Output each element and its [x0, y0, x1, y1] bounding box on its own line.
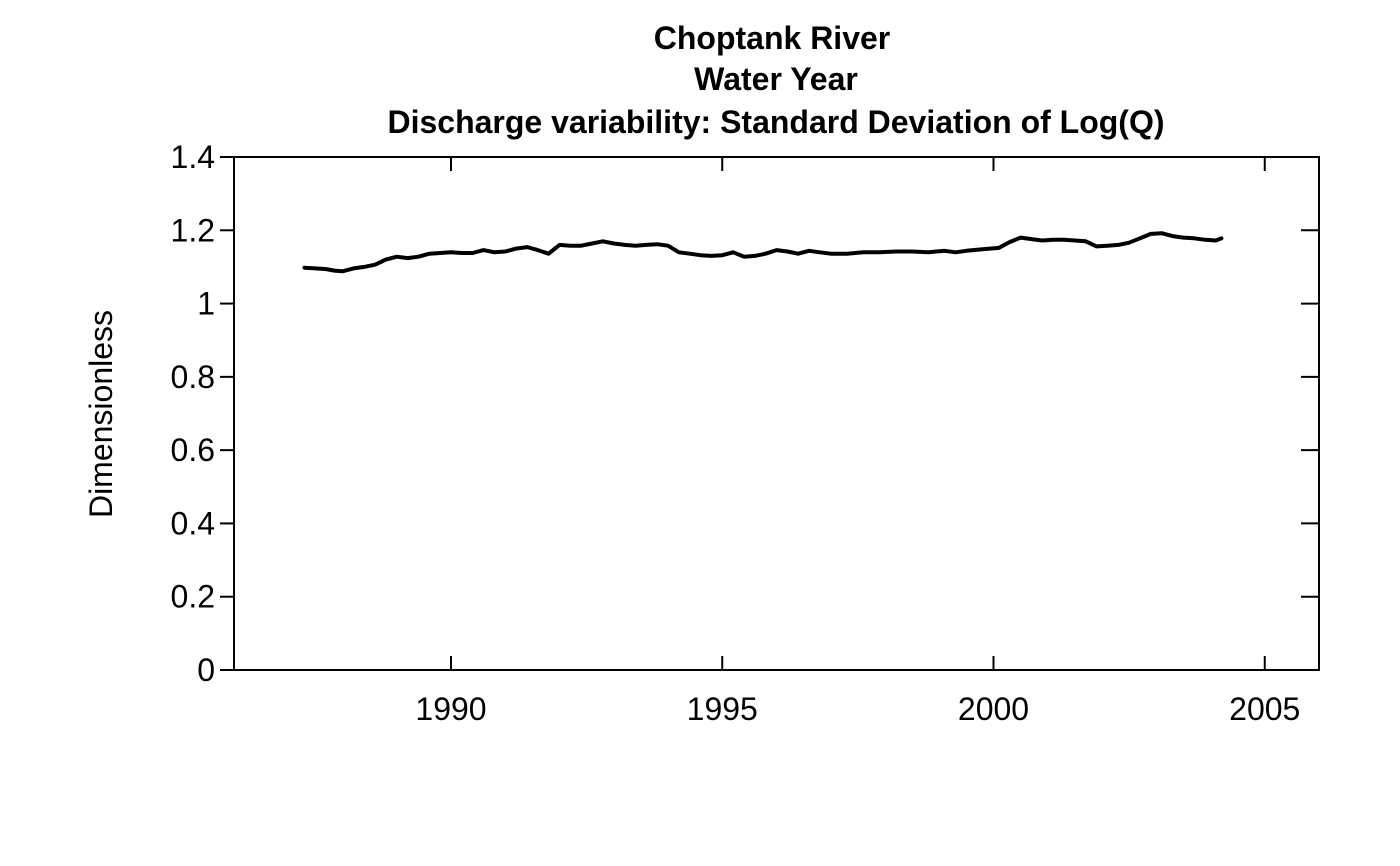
y-axis: 0 0.2 0.4 0.6 0.8 1 1.2 1.4 [171, 139, 1319, 688]
x-axis: 1990 1995 2000 2005 [415, 157, 1300, 727]
chart-title-line-2: Water Year [694, 61, 858, 97]
y-tick-label: 1.4 [171, 139, 215, 175]
y-tick-label: 0 [197, 652, 215, 688]
y-axis-label: Dimensionless [83, 310, 119, 518]
series-layer [302, 231, 1224, 274]
x-tick-label: 1995 [687, 691, 758, 727]
plot-frame [233, 156, 1320, 671]
chart-title-line-1: Choptank River [654, 20, 890, 56]
y-tick-label: 0.2 [171, 579, 215, 615]
y-tick-label: 0.8 [171, 359, 215, 395]
y-tick-label: 0.6 [171, 432, 215, 468]
y-tick-label: 1.2 [171, 212, 215, 248]
series-line-0 [302, 231, 1224, 274]
chart-title: Choptank River Water Year Discharge vari… [387, 20, 1164, 140]
chart-title-line-3: Discharge variability: Standard Deviatio… [387, 104, 1164, 140]
y-tick-label: 1 [197, 286, 215, 322]
x-tick-label: 2005 [1229, 691, 1300, 727]
y-tick-label: 0.4 [171, 505, 215, 541]
x-tick-label: 1990 [415, 691, 486, 727]
x-tick-label: 2000 [958, 691, 1029, 727]
